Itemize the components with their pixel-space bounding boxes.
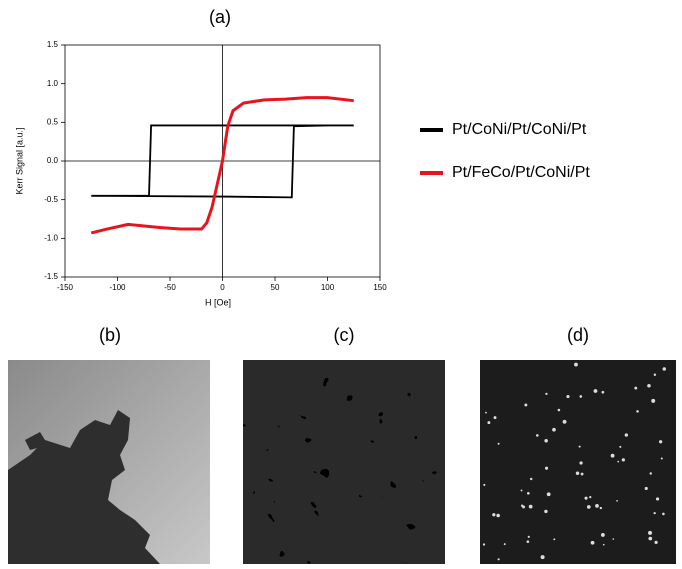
bright-spot (581, 473, 584, 476)
bright-spot (485, 412, 487, 414)
bright-spot (492, 513, 495, 516)
legend-label: Pt/CoNi/Pt/CoNi/Pt (452, 121, 587, 138)
bright-spot (579, 446, 581, 448)
x-tick-label: 50 (271, 283, 280, 292)
bright-spot (651, 399, 655, 403)
bright-spot (483, 484, 485, 486)
bright-spot (529, 505, 533, 509)
bright-spot (545, 393, 547, 395)
y-tick-label: 0.5 (47, 117, 59, 126)
bright-spot (487, 421, 490, 424)
bright-spot (498, 558, 500, 560)
bright-spot (496, 514, 500, 518)
bright-spot (494, 416, 497, 419)
bright-spot (526, 540, 529, 543)
bright-spot (584, 497, 587, 500)
bright-spot (616, 500, 618, 502)
bright-spot (648, 537, 652, 541)
bright-spot (663, 367, 666, 370)
bright-spot (504, 543, 506, 545)
y-axis-label: Kerr Signal [a.u.] (14, 127, 24, 194)
bright-spot (645, 487, 648, 490)
bright-spot (662, 513, 665, 516)
bright-spot (536, 434, 539, 437)
bright-spot (541, 555, 545, 559)
panel-label: (b) (99, 325, 121, 345)
bright-spot (574, 363, 578, 367)
bright-spot (611, 454, 615, 458)
x-tick-label: 0 (220, 283, 225, 292)
y-tick-label: 0.0 (47, 156, 59, 165)
bright-spot (622, 458, 625, 461)
bright-spot (600, 507, 602, 509)
bright-spot (527, 492, 530, 495)
bright-spot (654, 541, 657, 544)
bright-spot (558, 409, 561, 412)
bright-spot (587, 505, 591, 509)
bright-spot (659, 440, 662, 443)
bright-spot (521, 505, 523, 507)
bright-spot (617, 461, 619, 463)
bright-spot (654, 374, 656, 376)
bright-spot (544, 510, 547, 513)
bright-spot (545, 467, 548, 470)
x-tick-label: 100 (321, 283, 335, 292)
chart-title: (a) (209, 7, 231, 27)
bright-spot (612, 538, 614, 540)
bright-spot (589, 496, 591, 498)
bright-spot (521, 489, 523, 491)
bright-spot (483, 543, 485, 545)
legend-label: Pt/FeCo/Pt/CoNi/Pt (452, 164, 590, 181)
bright-spot (625, 433, 628, 436)
bright-spot (591, 541, 595, 545)
maze-pattern (243, 360, 445, 564)
bright-spot (648, 531, 652, 535)
y-tick-label: -1.0 (44, 233, 58, 242)
bright-spot (656, 497, 659, 500)
bright-spot (553, 538, 555, 540)
bright-spot (547, 492, 551, 496)
bright-spot (498, 443, 500, 445)
bright-spot (566, 395, 569, 398)
bright-spot (524, 403, 527, 406)
bright-spot (650, 472, 652, 474)
x-axis-label: H [Oe] (205, 297, 231, 307)
bright-spot (636, 410, 638, 412)
x-tick-label: -100 (109, 283, 126, 292)
y-tick-label: -0.5 (44, 195, 58, 204)
bright-spot (576, 472, 579, 475)
x-tick-label: -50 (164, 283, 176, 292)
bright-spot (594, 389, 598, 393)
y-tick-label: 1.5 (47, 40, 59, 49)
y-tick-label: -1.5 (44, 272, 58, 281)
bright-spot (634, 387, 637, 390)
bright-spot (563, 420, 567, 424)
bright-spot (579, 461, 582, 464)
bright-spot (552, 428, 556, 432)
x-tick-label: -150 (57, 283, 74, 292)
bright-spot (661, 457, 663, 459)
bright-spot (602, 391, 605, 394)
x-tick-label: 150 (373, 283, 387, 292)
panel-label: (d) (567, 325, 589, 345)
bright-spot (603, 544, 605, 546)
bright-spot (619, 446, 621, 448)
bright-spot (528, 536, 530, 538)
bright-spot (544, 439, 548, 443)
figure: (a) H [Oe] Kerr Signal [a.u.] (b) (c) (d… (0, 0, 682, 564)
y-tick-label: 1.0 (47, 79, 59, 88)
bright-spot (595, 504, 599, 508)
bright-spot (601, 533, 605, 537)
bright-spot (580, 395, 583, 398)
bright-spot (654, 512, 656, 514)
image-d (480, 360, 676, 564)
panel-label: (c) (334, 325, 355, 345)
bright-spot (647, 384, 651, 388)
page: (a) H [Oe] Kerr Signal [a.u.] (b) (c) (d… (0, 0, 682, 569)
bright-spot (530, 478, 532, 480)
